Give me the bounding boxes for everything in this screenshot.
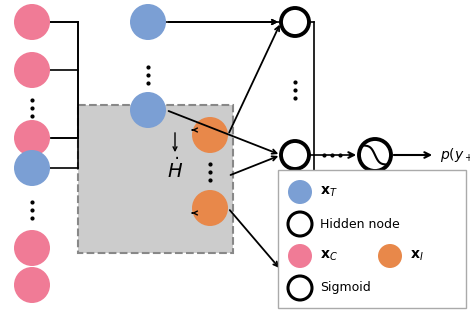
Circle shape [14, 267, 50, 303]
Text: Hidden node: Hidden node [320, 217, 400, 231]
Circle shape [281, 141, 309, 169]
Circle shape [14, 120, 50, 156]
FancyBboxPatch shape [78, 105, 233, 253]
Circle shape [378, 244, 402, 268]
Circle shape [288, 276, 312, 300]
Circle shape [192, 190, 228, 226]
Circle shape [14, 52, 50, 88]
Circle shape [192, 117, 228, 153]
Circle shape [288, 244, 312, 268]
Text: $p(y_+)$: $p(y_+)$ [440, 146, 470, 164]
Text: $\mathbf{x}_C$: $\mathbf{x}_C$ [320, 249, 338, 263]
Circle shape [14, 230, 50, 266]
Circle shape [288, 180, 312, 204]
Text: $\dot{H}$: $\dot{H}$ [167, 158, 183, 182]
Circle shape [130, 92, 166, 128]
Circle shape [288, 212, 312, 236]
Circle shape [359, 139, 391, 171]
Circle shape [281, 256, 309, 284]
Circle shape [281, 8, 309, 36]
Text: $\mathbf{x}_T$: $\mathbf{x}_T$ [320, 185, 337, 199]
Text: $\mathbf{x}_I$: $\mathbf{x}_I$ [410, 249, 423, 263]
FancyBboxPatch shape [278, 170, 466, 308]
Text: Sigmoid: Sigmoid [320, 281, 371, 295]
Circle shape [14, 150, 50, 186]
Circle shape [14, 4, 50, 40]
Circle shape [130, 4, 166, 40]
